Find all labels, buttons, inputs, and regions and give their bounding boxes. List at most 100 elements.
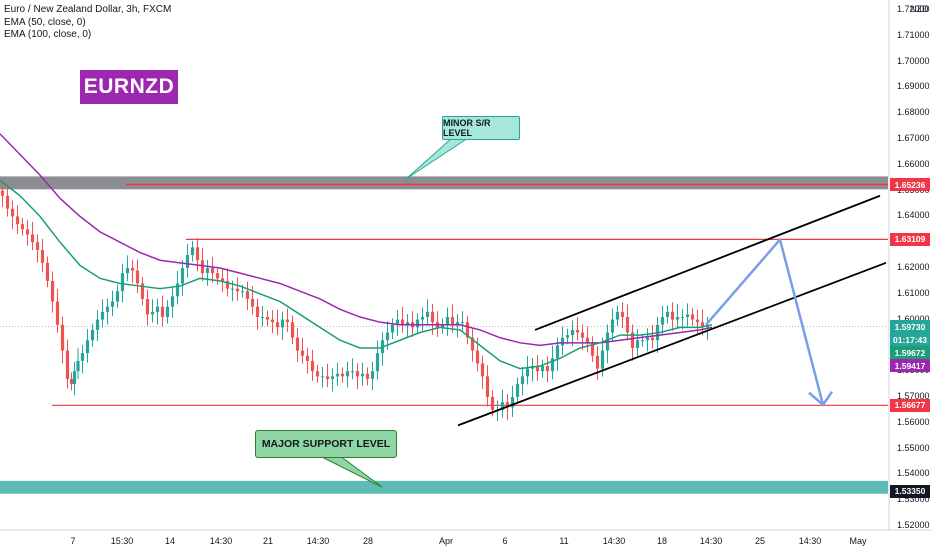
candle-body [80, 353, 85, 361]
candle-body [315, 371, 320, 377]
chart-legend: Euro / New Zealand Dollar, 3h, FXCM EMA … [4, 4, 171, 42]
candle-body [140, 283, 145, 299]
price-tag: 1.59417 [890, 359, 930, 373]
projection-arrowhead [808, 391, 834, 407]
candle-body [510, 397, 515, 408]
candle-body [240, 291, 245, 293]
time-tick-label: 14:30 [699, 536, 723, 546]
candle-body [550, 358, 555, 372]
candle-body [475, 350, 480, 364]
candle-body [350, 371, 355, 373]
candle-body [690, 314, 695, 320]
candle-body [360, 373, 365, 377]
candle-body [440, 324, 445, 328]
price-tag: 1.59730 [890, 320, 930, 334]
symbol-badge: EURNZD [80, 70, 178, 104]
candle-body [515, 384, 520, 397]
candle-body [525, 368, 530, 377]
candle-body [665, 311, 670, 318]
candle-body [630, 332, 635, 348]
price-tick-label: 1.69000 [897, 81, 930, 92]
candle-body [390, 324, 395, 333]
candle-body [50, 280, 55, 302]
candle-body [250, 298, 255, 307]
candle-body [220, 278, 225, 281]
time-tick-label: 6 [502, 536, 508, 546]
candle-body [110, 301, 115, 307]
minor-sr-callout[interactable]: MINOR S/R LEVEL [442, 116, 520, 140]
candle-body [105, 306, 110, 312]
projection-path [705, 238, 825, 406]
candle-body [470, 337, 475, 351]
time-tick-label: 25 [754, 536, 766, 546]
candle-body [590, 342, 595, 356]
candle-body [135, 270, 140, 284]
candle-body [20, 224, 25, 230]
price-tag: 1.63109 [890, 232, 930, 246]
price-tag: 1.53350 [890, 484, 930, 498]
candle-body [615, 311, 620, 320]
candle-body [330, 376, 335, 379]
time-tick-label: 14:30 [306, 536, 330, 546]
candle-body [600, 350, 605, 369]
support-zone [0, 480, 888, 494]
candle-body [155, 306, 160, 312]
candle-body [520, 376, 525, 385]
candle-body [425, 311, 430, 318]
candle-body [210, 268, 215, 274]
ema100-legend: EMA (100, close, 0) [4, 29, 92, 40]
candle-body [69, 378, 74, 385]
major-support-callout[interactable]: MAJOR SUPPORT LEVEL [255, 430, 397, 458]
candle-body [310, 360, 315, 372]
resistance-zone [0, 176, 888, 190]
candle-body [500, 402, 505, 410]
candle-body [560, 337, 565, 346]
price-tick-label: 1.68000 [897, 107, 930, 118]
candle-body [450, 317, 455, 325]
candle-body [555, 345, 560, 359]
candle-body [125, 268, 130, 274]
candle-body [245, 291, 250, 299]
candle-body [290, 322, 295, 338]
candle-body [35, 242, 40, 250]
candle-body [345, 371, 350, 377]
candle-body [175, 283, 180, 297]
price-tag: 01:17:43 [890, 333, 930, 347]
candle-body [185, 255, 190, 268]
candle-body [120, 273, 125, 292]
candle-body [95, 319, 100, 330]
price-tag: 1.56677 [890, 398, 930, 412]
candle-body [400, 319, 405, 325]
candle-body [335, 373, 340, 377]
price-tick-label: 1.67000 [897, 133, 930, 143]
price-tick-label: 1.61000 [897, 287, 930, 298]
candle-body [610, 319, 615, 333]
candle-body [215, 273, 220, 279]
candle-body [25, 229, 30, 235]
candle-body [85, 340, 90, 354]
candle-body [685, 314, 690, 318]
time-tick-label: 28 [362, 536, 374, 546]
candle-body [415, 319, 420, 328]
candle-body [255, 306, 260, 318]
candle-body [420, 317, 425, 320]
channel-lower-line [457, 261, 887, 427]
candle-body [355, 371, 360, 377]
price-tick-label: 1.52000 [897, 520, 930, 530]
ema50-line [0, 179, 713, 370]
time-tick-label: 11 [559, 536, 569, 546]
candle-body [680, 317, 685, 319]
candle-body [30, 234, 35, 243]
time-tick-label: 14:30 [602, 536, 626, 546]
price-tick-label: 1.56000 [897, 416, 930, 427]
time-tick-label: 18 [656, 536, 668, 546]
candle-body [485, 376, 490, 397]
candle-body [320, 376, 325, 378]
candle-body [660, 317, 665, 325]
price-tick-label: 1.57000 [897, 391, 930, 401]
candle-body [165, 306, 170, 318]
candle-body [40, 249, 45, 263]
candle-body [325, 376, 330, 379]
candle-body [180, 268, 185, 284]
